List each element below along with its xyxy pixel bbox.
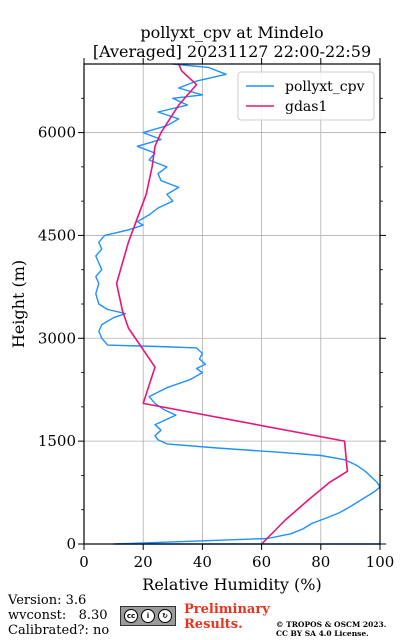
legend: pollyxt_cpv gdas1	[237, 71, 375, 121]
x-tick-label: 60	[252, 553, 271, 571]
cc-icon: cc	[124, 609, 138, 623]
x-tick-label: 40	[193, 553, 212, 571]
wvconst-text: wvconst: 8.30	[8, 608, 108, 623]
preliminary-line1: Preliminary	[184, 602, 270, 617]
legend-label-pollyxt: pollyxt_cpv	[285, 79, 365, 95]
y-tick-label: 0	[66, 535, 76, 553]
copyright-line2: CC BY SA 4.0 License.	[276, 629, 369, 638]
copyright-notice: © TROPOS & OSCM 2023. CC BY SA 4.0 Licen…	[276, 620, 386, 638]
y-tick-label: 4500	[38, 226, 76, 244]
chart-title-line2: [Averaged] 20231127 22:00-22:59	[93, 42, 371, 61]
y-axis-label: Height (m)	[9, 260, 28, 348]
grid-lines	[83, 64, 381, 545]
sa-icon: ↻	[158, 609, 172, 623]
y-tick-label: 3000	[38, 329, 76, 347]
y-tick-label: 1500	[38, 432, 76, 450]
x-tick-label: 80	[311, 553, 330, 571]
x-axis-label: Relative Humidity (%)	[142, 575, 321, 594]
calibrated-text: Calibrated?: no	[8, 623, 110, 638]
version-text: Version: 3.6	[8, 593, 87, 608]
cc-license-badge: cc i ↻	[120, 606, 176, 626]
plot-frame	[83, 63, 381, 545]
preliminary-notice: Preliminary Results.	[184, 602, 270, 632]
legend-box	[237, 71, 375, 121]
footer-info: Version: 3.6 wvconst: 8.30 Calibrated?: …	[8, 593, 109, 638]
by-icon: i	[141, 609, 155, 623]
legend-label-gdas1: gdas1	[285, 99, 327, 115]
preliminary-line2: Results.	[184, 617, 243, 632]
series-line-gdas1	[115, 63, 349, 545]
y-tick-label: 6000	[38, 124, 76, 142]
x-tick-label: 100	[366, 553, 395, 571]
axis-ticks: 0 20 40 60 80 100 0 1500 3000 4500 6000	[38, 58, 395, 571]
series-layer	[95, 63, 381, 545]
x-tick-label: 0	[79, 553, 89, 571]
series-line-pollyxt-cpv	[95, 63, 381, 545]
x-tick-label: 20	[134, 553, 153, 571]
copyright-line1: © TROPOS & OSCM 2023.	[276, 620, 387, 629]
chart-title-line1: pollyxt_cpv at Mindelo	[140, 23, 323, 42]
